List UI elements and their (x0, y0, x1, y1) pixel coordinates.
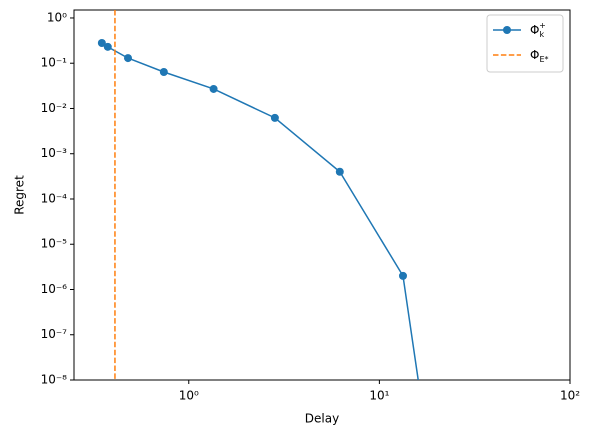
data-point (398, 271, 407, 280)
plot-area (97, 10, 427, 419)
y-tick-label: 10⁻⁶ (41, 282, 68, 296)
legend-label-part: E* (539, 55, 548, 64)
legend-label-part: + (539, 21, 546, 30)
data-point (159, 67, 168, 76)
y-tick-label: 10⁻⁴ (41, 191, 68, 205)
legend-label: Φk+ (530, 21, 546, 39)
x-tick-label: 10¹ (369, 389, 389, 403)
data-point (209, 84, 218, 93)
legend-label-part: Φ (530, 23, 539, 37)
axes-frame (73, 9, 571, 381)
data-point (419, 411, 427, 419)
y-tick-label: 10⁻⁸ (41, 373, 68, 387)
x-tick-label: 10² (560, 389, 580, 403)
data-point (270, 113, 279, 122)
data-point (124, 54, 133, 63)
legend-label: ΦE* (530, 48, 549, 64)
series-line (101, 42, 419, 380)
y-tick-label: 10⁻¹ (41, 56, 68, 70)
y-axis-label: Regret (13, 175, 27, 215)
legend: Φk+ΦE* (486, 14, 564, 73)
data-point (97, 38, 106, 47)
legend-marker (503, 26, 511, 34)
y-tick-label: 10⁻⁵ (41, 237, 68, 251)
data-point (103, 42, 112, 51)
y-tick-label: 10⁻⁷ (41, 327, 68, 341)
data-point (335, 167, 344, 176)
legend-label-part: k (539, 30, 544, 39)
x-tick-label: 10⁰ (179, 389, 199, 403)
legend-label-part: Φ (530, 48, 539, 62)
y-tick-label: 10⁻² (41, 101, 68, 115)
y-tick-label: 10⁰ (47, 10, 67, 24)
legend-box (486, 14, 564, 73)
y-tick-label: 10⁻³ (41, 146, 68, 160)
x-axis-label: Delay (305, 412, 339, 426)
